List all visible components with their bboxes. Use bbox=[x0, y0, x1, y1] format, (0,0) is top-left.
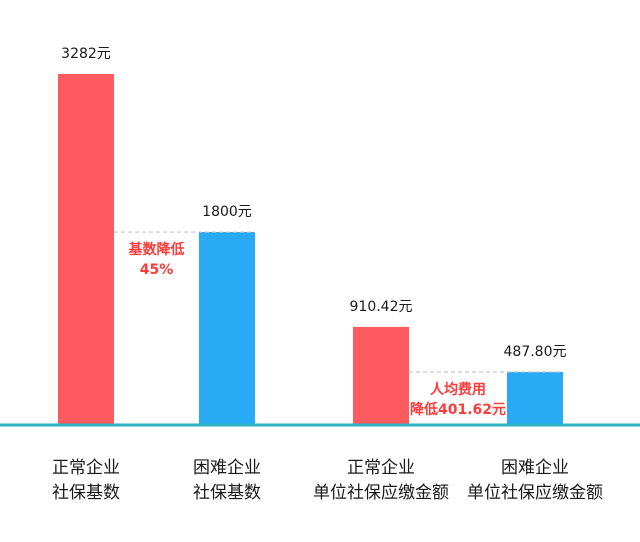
category-label-1-1: 社保基数 bbox=[193, 483, 261, 503]
annotation-1-line-1: 降低401.62元 bbox=[410, 401, 506, 418]
value-label-0: 3282元 bbox=[61, 46, 111, 62]
category-label-0-0: 正常企业 bbox=[52, 458, 120, 478]
category-label-3-1: 单位社保应缴金额 bbox=[467, 483, 603, 503]
category-label-2-0: 正常企业 bbox=[347, 458, 415, 478]
value-label-1: 1800元 bbox=[202, 204, 252, 220]
annotation-0-line-0: 基数降低 bbox=[129, 241, 185, 258]
category-label-2-1: 单位社保应缴金额 bbox=[313, 483, 449, 503]
annotation-0-line-1: 45% bbox=[140, 262, 174, 278]
category-label-1-0: 困难企业 bbox=[193, 458, 261, 478]
bar-2 bbox=[353, 326, 409, 424]
category-label-0-1: 社保基数 bbox=[52, 483, 120, 503]
bar-0 bbox=[58, 74, 114, 424]
annotation-1-line-0: 人均费用 bbox=[430, 381, 486, 398]
value-label-2: 910.42元 bbox=[350, 299, 413, 315]
bars-layer bbox=[58, 74, 563, 424]
guides-layer bbox=[114, 231, 563, 373]
bar-1 bbox=[199, 232, 255, 424]
category-label-3-0: 困难企业 bbox=[501, 458, 569, 478]
value-label-3: 487.80元 bbox=[504, 344, 567, 360]
bar-3 bbox=[507, 371, 563, 424]
